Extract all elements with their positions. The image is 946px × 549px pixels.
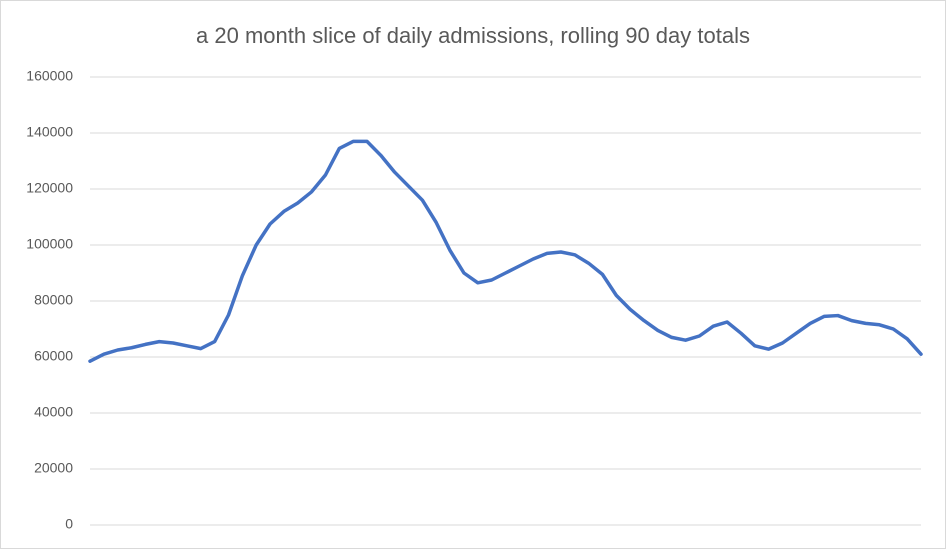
y-tick-label: 100000 [26, 236, 73, 252]
data-line [88, 139, 923, 363]
y-tick-label: 160000 [26, 68, 73, 84]
y-tick-label: 140000 [26, 124, 73, 140]
y-tick-label: 80000 [34, 292, 73, 308]
chart-title: a 20 month slice of daily admissions, ro… [196, 23, 750, 48]
y-tick-label: 120000 [26, 180, 73, 196]
y-tick-label: 60000 [34, 348, 73, 364]
y-tick-label: 20000 [34, 460, 73, 476]
y-tick-label: 40000 [34, 404, 73, 420]
y-tick-label: 0 [65, 516, 73, 532]
